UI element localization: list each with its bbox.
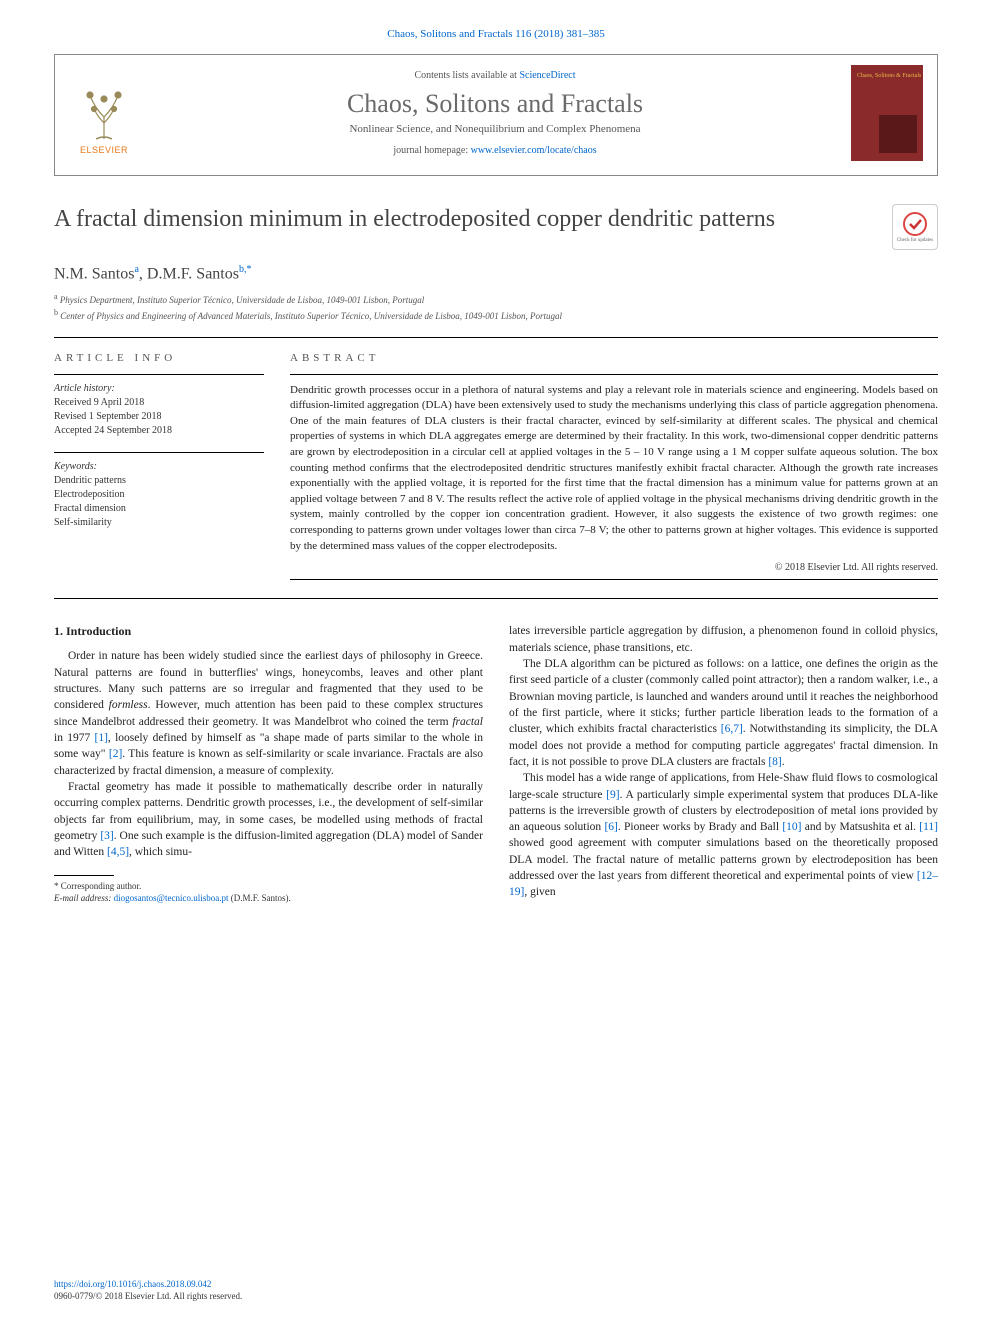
keyword-2: Electrodeposition: [54, 488, 264, 502]
homepage-link[interactable]: www.elsevier.com/locate/chaos: [471, 145, 597, 156]
doi-link[interactable]: https://doi.org/10.1016/j.chaos.2018.09.…: [54, 1279, 211, 1289]
authors: N.M. Santosa, D.M.F. Santosb,*: [54, 264, 938, 283]
article-info-heading: ARTICLE INFO: [54, 352, 264, 364]
cover-thumb-text: Chaos, Solitons & Fractals: [857, 73, 921, 80]
elsevier-wordmark: ELSEVIER: [80, 145, 128, 155]
history-revised: Revised 1 September 2018: [54, 410, 264, 424]
body-columns: 1. Introduction Order in nature has been…: [54, 623, 938, 904]
journal-center: Contents lists available at ScienceDirec…: [153, 70, 837, 156]
body-col-right: lates irreversible particle aggregation …: [509, 623, 938, 904]
keywords-rule: [54, 452, 264, 453]
intro-p4: This model has a wide range of applicati…: [509, 770, 938, 901]
page-footer: https://doi.org/10.1016/j.chaos.2018.09.…: [54, 1278, 242, 1303]
history-accepted: Accepted 24 September 2018: [54, 424, 264, 438]
abstract-copyright: © 2018 Elsevier Ltd. All rights reserved…: [290, 562, 938, 573]
history-received: Received 9 April 2018: [54, 396, 264, 410]
intro-p1: Order in nature has been widely studied …: [54, 648, 483, 779]
keyword-1: Dendritic patterns: [54, 474, 264, 488]
footnote-corr: * Corresponding author.: [54, 880, 483, 893]
article-title: A fractal dimension minimum in electrode…: [54, 204, 872, 234]
check-updates-label: Check for updates: [897, 238, 933, 243]
abstract-rule: [290, 374, 938, 375]
contents-prefix: Contents lists available at: [414, 70, 519, 81]
abstract-block: ABSTRACT Dendritic growth processes occu…: [290, 352, 938, 581]
intro-p1-cont: lates irreversible particle aggregation …: [509, 623, 938, 656]
journal-title: Chaos, Solitons and Fractals: [153, 89, 837, 119]
affiliation-a-text: Physics Department, Instituto Superior T…: [60, 295, 424, 305]
elsevier-logo: ELSEVIER: [69, 71, 139, 155]
journal-cover-thumb: Chaos, Solitons & Fractals: [851, 65, 923, 161]
corr-email-link[interactable]: diogosantos@tecnico.ulisboa.pt: [114, 893, 229, 903]
affiliation-b: b Center of Physics and Engineering of A…: [54, 307, 938, 323]
contents-available-line: Contents lists available at ScienceDirec…: [153, 70, 837, 81]
homepage-prefix: journal homepage:: [393, 145, 470, 156]
check-updates-icon: [902, 211, 928, 237]
keywords-label: Keywords:: [54, 461, 264, 472]
rule-mid: [54, 598, 938, 599]
journal-masthead: ELSEVIER Contents lists available at Sci…: [54, 54, 938, 176]
article-info-block: ARTICLE INFO Article history: Received 9…: [54, 352, 264, 581]
keyword-3: Fractal dimension: [54, 502, 264, 516]
affiliation-a: a Physics Department, Instituto Superior…: [54, 291, 938, 307]
sciencedirect-link[interactable]: ScienceDirect: [519, 70, 575, 81]
elsevier-tree-icon: [76, 87, 132, 143]
check-updates-badge[interactable]: Check for updates: [892, 204, 938, 250]
cover-thumb-art: [879, 115, 917, 153]
affiliation-b-text: Center of Physics and Engineering of Adv…: [60, 311, 562, 321]
homepage-line: journal homepage: www.elsevier.com/locat…: [153, 145, 837, 156]
intro-p2: Fractal geometry has made it possible to…: [54, 779, 483, 861]
journal-subtitle: Nonlinear Science, and Nonequilibrium an…: [153, 123, 837, 135]
email-suffix: (D.M.F. Santos).: [228, 893, 290, 903]
affiliations: a Physics Department, Instituto Superior…: [54, 291, 938, 322]
footnote-rule: [54, 875, 114, 876]
history-label: Article history:: [54, 383, 264, 394]
footnote-email: E-mail address: diogosantos@tecnico.ulis…: [54, 892, 483, 905]
rule-top: [54, 337, 938, 338]
running-header: Chaos, Solitons and Fractals 116 (2018) …: [54, 28, 938, 40]
abstract-text: Dendritic growth processes occur in a pl…: [290, 383, 938, 555]
section-1-heading: 1. Introduction: [54, 623, 483, 640]
body-col-left: 1. Introduction Order in nature has been…: [54, 623, 483, 904]
issn-line: 0960-0779/© 2018 Elsevier Ltd. All right…: [54, 1290, 242, 1303]
intro-p3: The DLA algorithm can be pictured as fol…: [509, 656, 938, 770]
keyword-4: Self-similarity: [54, 516, 264, 530]
info-rule: [54, 374, 264, 375]
email-label: E-mail address:: [54, 893, 114, 903]
abstract-bottom-rule: [290, 579, 938, 580]
abstract-heading: ABSTRACT: [290, 352, 938, 364]
